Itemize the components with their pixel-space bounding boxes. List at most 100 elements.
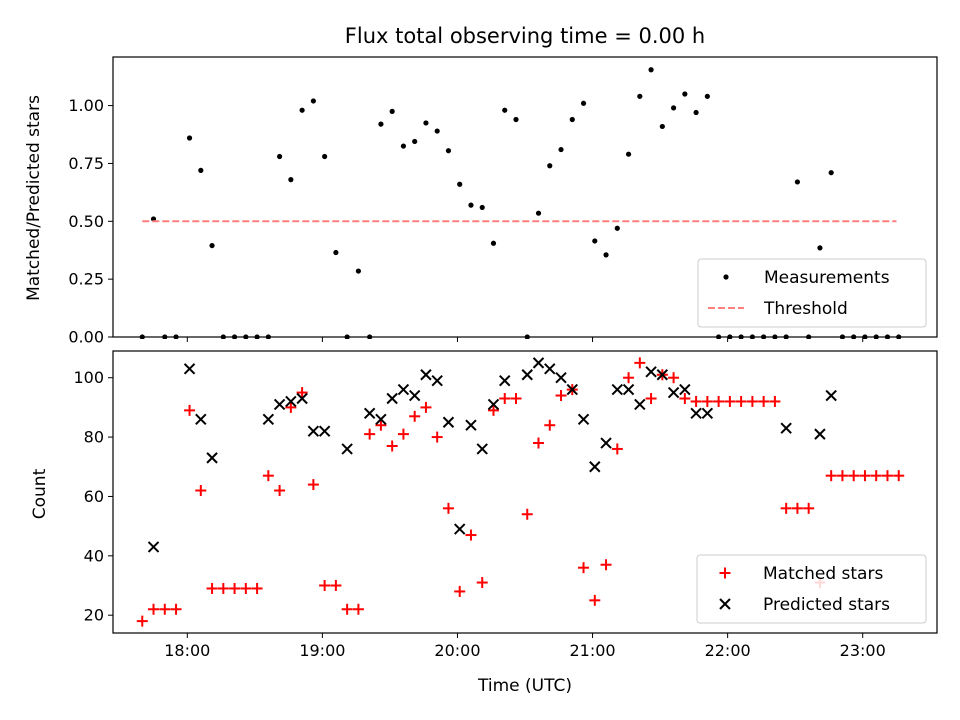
matched-stars-point [274, 485, 286, 497]
matched-stars-point [791, 502, 803, 514]
legend: Measurements Threshold [697, 258, 927, 328]
matched-stars-point [848, 470, 860, 482]
measurements-point [625, 151, 632, 157]
matched-stars-point [870, 470, 882, 482]
predicted-stars-point [544, 363, 556, 375]
matched-stars-point [251, 582, 263, 594]
matched-stars-point [499, 392, 511, 404]
predicted-stars-point [566, 383, 578, 396]
matched-stars-point [454, 585, 466, 597]
legend-predicted-stars-label: Predicted stars [763, 595, 890, 615]
predicted-stars-point [701, 407, 714, 420]
predicted-stars-point [634, 398, 646, 411]
predicted-stars-point [307, 425, 320, 437]
measurements-point [243, 334, 249, 339]
predicted-stars-point [465, 419, 477, 431]
legend-predicted-stars-swatch [719, 598, 731, 610]
predicted-stars-point [262, 413, 275, 425]
predicted-stars-point [318, 425, 331, 437]
x-tick-label: 18:00 [164, 641, 210, 660]
predicted-stars-point [577, 413, 590, 425]
predicted-stars-point [667, 386, 680, 399]
y-tick-label: 0.75 [68, 154, 104, 173]
predicted-stars-point [397, 383, 410, 396]
measurements-point [794, 179, 801, 185]
matched-stars-point [341, 603, 353, 615]
matched-stars-point [780, 502, 792, 514]
matched-stars-point [611, 443, 623, 455]
matched-stars-point [375, 419, 387, 431]
predicted-stars-point [195, 413, 207, 425]
matched-stars-point [600, 559, 612, 571]
matched-stars-point [713, 395, 725, 407]
matched-stars-point [240, 582, 252, 594]
x-tick-label: 19:00 [299, 641, 345, 660]
measurements-point [367, 334, 373, 339]
predicted-stars-point [454, 523, 466, 535]
matched-stars-point [555, 390, 567, 402]
measurements-point [580, 100, 587, 106]
matched-stars-point [758, 395, 770, 407]
measurements-point [434, 128, 440, 134]
measurements-point [502, 107, 508, 113]
matched-stars-point [859, 470, 871, 482]
predicted-stars-point [408, 389, 421, 402]
legend-matched-stars-label: Matched stars [763, 564, 883, 584]
predicted-stars-point [645, 366, 657, 378]
matched-stars-point [465, 529, 477, 541]
matched-stars-point [148, 603, 160, 615]
matched-stars-point [330, 580, 342, 592]
measurements-point [231, 334, 238, 339]
bottom-y-axis-label: Count [30, 468, 50, 519]
predicted-stars-point [487, 398, 500, 411]
y-tick-label: 40 [84, 546, 104, 565]
x-tick-label: 23:00 [840, 641, 886, 660]
measurements-point [749, 334, 755, 339]
legend: Matched stars Predicted stars [696, 554, 927, 624]
matched-stars-point [701, 395, 713, 407]
y-tick-label: 0.50 [68, 212, 104, 231]
measurements-point [457, 181, 463, 187]
measurements-point [277, 153, 283, 160]
measurements-point [761, 334, 767, 339]
measurements-point [806, 334, 812, 339]
measurements-point [704, 93, 710, 99]
matched-stars-point [836, 470, 848, 482]
matched-stars-point [487, 404, 499, 416]
measurements-point [547, 163, 553, 169]
predicted-stars-point [386, 392, 398, 405]
matched-stars-point [690, 395, 702, 407]
predicted-stars-point [341, 443, 353, 455]
measurements-point [783, 334, 789, 339]
x-tick-label: 20:00 [434, 641, 480, 660]
x-tick-label: 21:00 [569, 641, 615, 660]
matched-stars-point [589, 594, 601, 606]
matched-stars-point [825, 470, 837, 482]
predicted-stars-point [183, 363, 196, 375]
measurements-point [817, 245, 823, 251]
predicted-stars-point [622, 383, 635, 396]
measurements-point [423, 120, 429, 126]
measurements-point [558, 146, 564, 153]
measurements-point [150, 216, 157, 222]
measurements-point [209, 242, 215, 249]
predicted-stars-point [825, 389, 837, 402]
measurements-point [220, 334, 226, 339]
y-tick-label: 1.00 [68, 96, 104, 115]
matched-stars-point [409, 410, 421, 422]
matched-stars-point [229, 582, 241, 594]
predicted-stars-point [532, 357, 545, 369]
measurements-point [535, 210, 542, 216]
measurements-point [524, 334, 530, 339]
matched-stars-point [634, 357, 646, 369]
matched-stars-point [645, 392, 657, 404]
matched-stars-point [397, 428, 409, 440]
predicted-stars-point [499, 374, 511, 387]
matched-stars-point [420, 401, 432, 413]
measurements-point [198, 167, 204, 173]
measurements-point [412, 138, 418, 145]
predicted-stars-point [273, 398, 286, 411]
chart-title: Flux total observing time = 0.00 h [345, 24, 705, 48]
predicted-stars-point [521, 369, 533, 381]
